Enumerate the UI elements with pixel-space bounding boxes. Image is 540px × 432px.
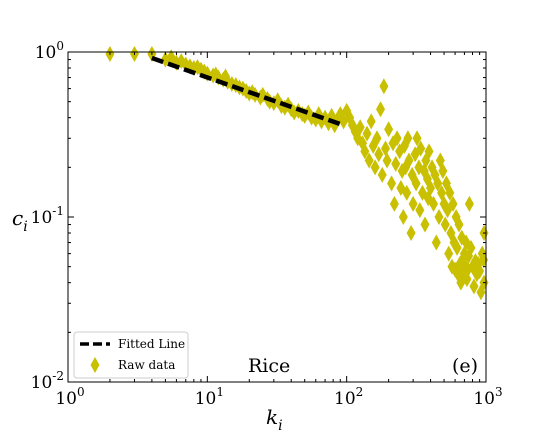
x-tick-label: 100	[55, 385, 84, 409]
plot-layer	[105, 46, 489, 301]
data-point	[370, 159, 380, 176]
data-point	[389, 195, 399, 212]
x-tick-label: 101	[195, 385, 224, 409]
data-point	[360, 143, 370, 160]
data-point	[391, 155, 401, 172]
data-point	[415, 202, 425, 219]
legend-fitted-line-label: Fitted Line	[118, 337, 185, 351]
legend: Fitted Line Raw data	[73, 331, 189, 379]
data-point	[362, 125, 372, 142]
data-point	[464, 195, 474, 212]
y-tick-label: 10-1	[31, 204, 64, 228]
data-point	[411, 175, 421, 192]
y-tick-label: 100	[35, 39, 64, 63]
data-point	[402, 184, 412, 201]
data-point	[364, 152, 374, 169]
data-point	[424, 143, 434, 160]
data-point	[384, 121, 394, 138]
data-point	[398, 209, 408, 225]
axis-ticks: 100 101 102 103 10-2 10-1 100	[31, 39, 503, 409]
x-tick-label: 102	[334, 385, 363, 409]
data-point	[420, 216, 430, 233]
data-point	[444, 245, 454, 262]
data-point	[452, 239, 462, 256]
legend-frame	[73, 331, 189, 379]
chart-center-label: Rice	[248, 355, 290, 377]
x-axis-label: ki	[266, 405, 283, 432]
data-point	[426, 179, 436, 196]
data-point	[406, 224, 416, 241]
data-point	[355, 119, 365, 136]
data-point	[416, 140, 426, 157]
data-point	[454, 216, 464, 233]
data-point	[464, 248, 474, 265]
data-point	[366, 113, 376, 130]
data-point	[408, 195, 418, 212]
data-point	[433, 175, 443, 192]
data-point	[466, 239, 476, 256]
data-point	[404, 152, 414, 169]
data-point	[431, 234, 441, 251]
data-point	[403, 130, 413, 147]
data-point	[387, 175, 397, 192]
data-point	[379, 78, 389, 95]
data-point	[377, 166, 387, 183]
data-point	[374, 146, 384, 163]
data-point	[392, 130, 402, 147]
data-point	[445, 184, 455, 201]
data-point	[469, 278, 479, 295]
y-tick-label: 10-2	[31, 369, 64, 393]
data-point	[429, 195, 439, 212]
data-point	[381, 140, 391, 157]
data-point	[438, 163, 448, 180]
data-point	[382, 152, 392, 169]
legend-raw-data-label: Raw data	[118, 358, 175, 372]
data-point	[434, 209, 444, 225]
data-point	[462, 271, 472, 288]
data-point	[440, 216, 450, 233]
legend-raw-data-swatch	[90, 357, 100, 373]
data-point	[176, 53, 186, 70]
data-point	[412, 130, 422, 147]
y-axis-label: ci	[12, 206, 28, 235]
x-tick-label: 103	[473, 385, 502, 409]
data-point	[376, 101, 386, 118]
data-point	[448, 195, 458, 212]
data-point	[475, 263, 485, 280]
data-point	[372, 130, 382, 147]
panel-label: (e)	[452, 355, 478, 377]
